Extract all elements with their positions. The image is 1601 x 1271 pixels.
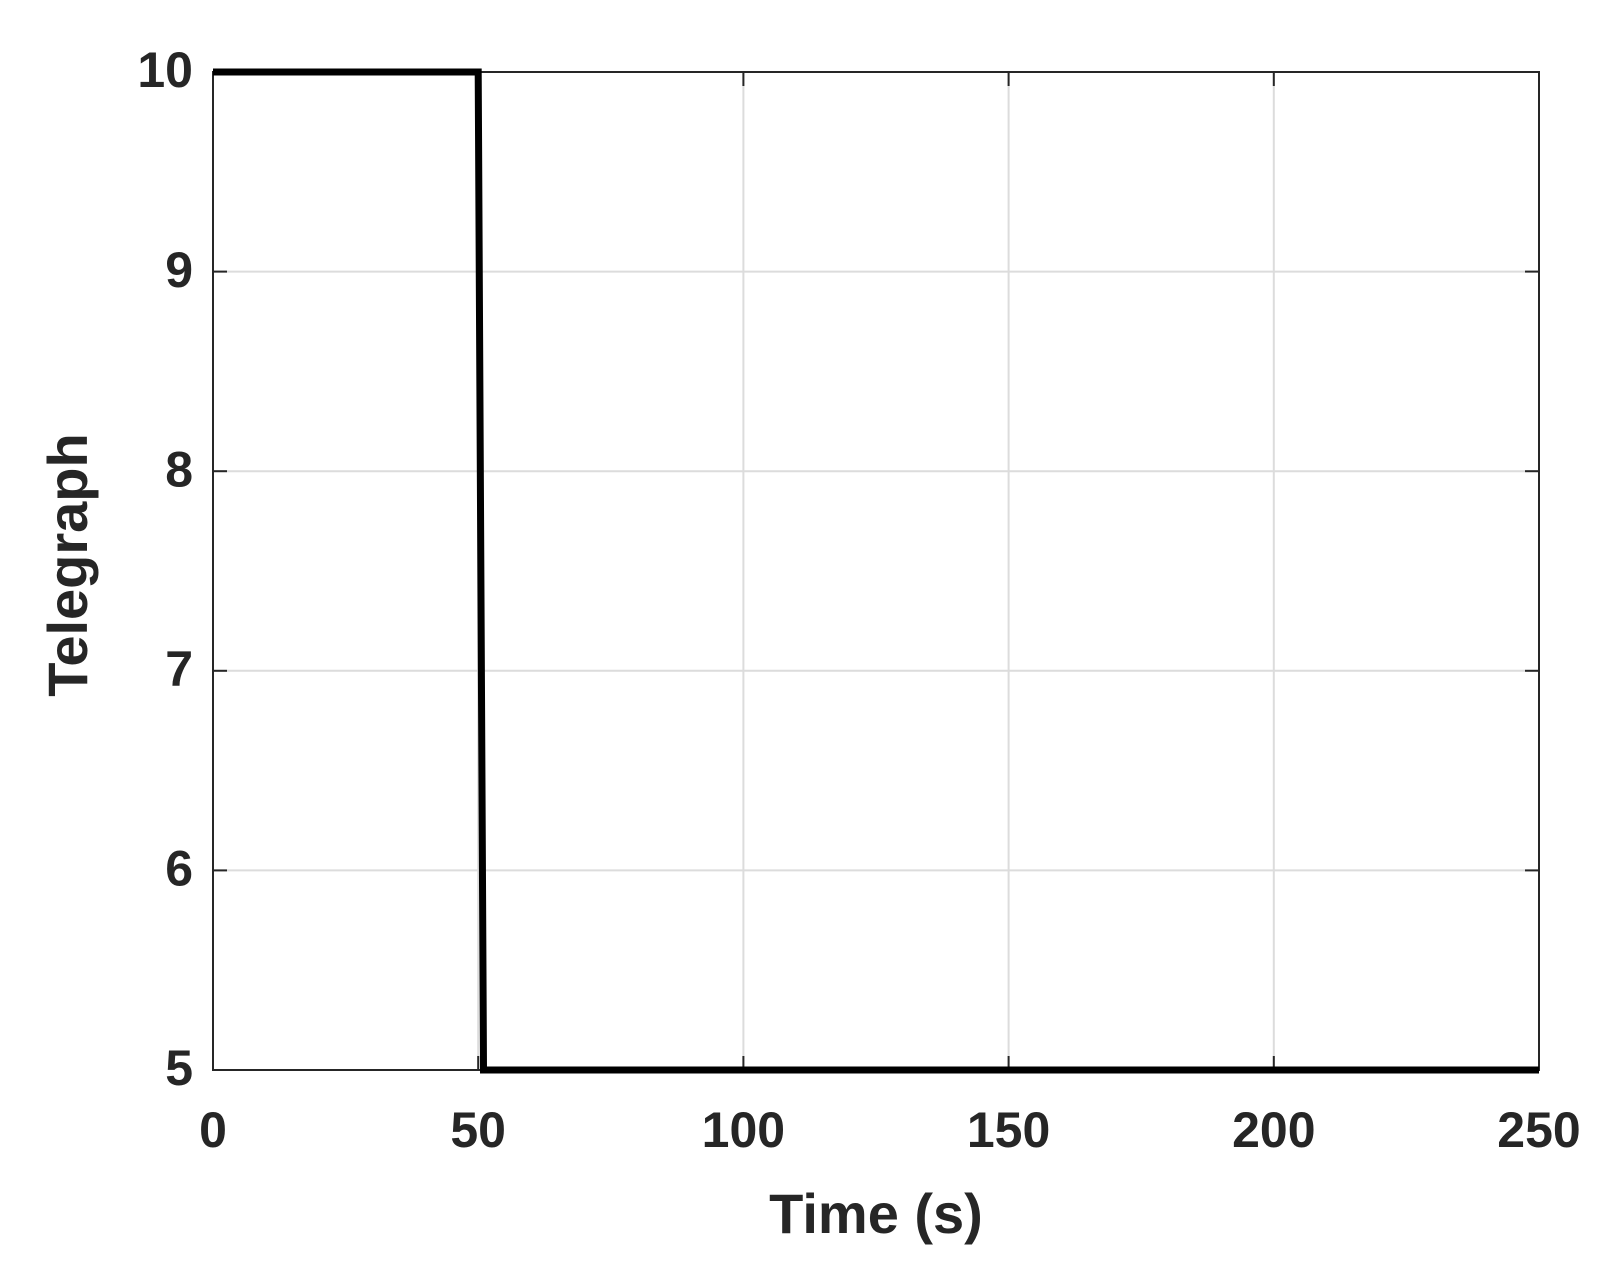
y-tick-label: 8: [165, 441, 193, 497]
plot-area: [213, 72, 1539, 1070]
x-tick-label: 100: [702, 1102, 785, 1158]
data-line: [213, 68, 1539, 1074]
x-tick-label: 50: [450, 1102, 506, 1158]
y-tick-label: 5: [165, 1040, 193, 1096]
y-axis-label: Telegraph: [36, 433, 99, 696]
x-tick-label: 0: [199, 1102, 227, 1158]
y-tick-label: 9: [165, 242, 193, 298]
x-tick-label: 250: [1497, 1102, 1580, 1158]
y-tick-label: 7: [165, 641, 193, 697]
x-tick-label: 200: [1232, 1102, 1315, 1158]
y-tick-label: 10: [137, 42, 193, 98]
y-tick-label: 6: [165, 841, 193, 897]
x-axis-label: Time (s): [769, 1182, 983, 1245]
x-tick-label: 150: [967, 1102, 1050, 1158]
